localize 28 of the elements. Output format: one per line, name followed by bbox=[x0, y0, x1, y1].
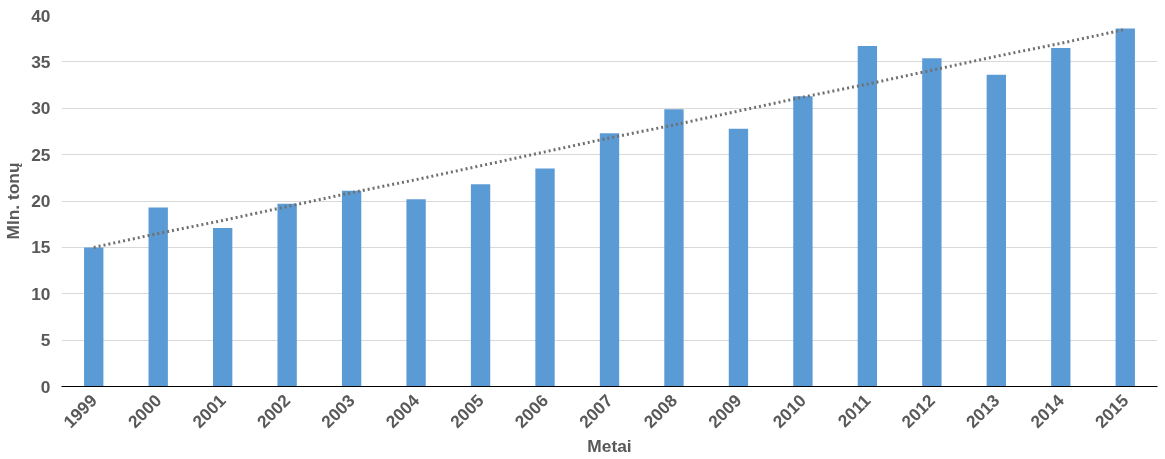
bar bbox=[470, 184, 491, 387]
bar bbox=[857, 46, 878, 387]
y-tick-label: 30 bbox=[31, 98, 51, 119]
bar bbox=[922, 58, 942, 387]
bar bbox=[277, 203, 297, 387]
bar bbox=[1115, 28, 1135, 387]
y-tick-label: 20 bbox=[31, 191, 51, 211]
bar bbox=[406, 199, 426, 387]
bar bbox=[986, 74, 1006, 387]
y-axis-title: Mln. tonų bbox=[3, 162, 24, 240]
y-tick-label: 25 bbox=[31, 144, 51, 165]
bar bbox=[728, 128, 749, 387]
bar bbox=[664, 109, 684, 387]
y-tick-label: 40 bbox=[31, 5, 51, 26]
bar bbox=[1051, 47, 1071, 387]
bar bbox=[341, 190, 362, 387]
y-tick-label: 15 bbox=[31, 237, 51, 258]
bar bbox=[599, 133, 620, 387]
bar bbox=[148, 207, 168, 387]
y-tick-label: 10 bbox=[31, 283, 51, 304]
bar bbox=[84, 247, 104, 387]
y-tick-label: 5 bbox=[40, 330, 51, 351]
bar bbox=[535, 168, 555, 387]
y-tick-label: 0 bbox=[40, 376, 51, 397]
bar bbox=[213, 227, 233, 387]
x-axis-title: Metai bbox=[587, 436, 632, 457]
bar bbox=[793, 96, 813, 387]
y-tick-label: 35 bbox=[31, 51, 51, 72]
